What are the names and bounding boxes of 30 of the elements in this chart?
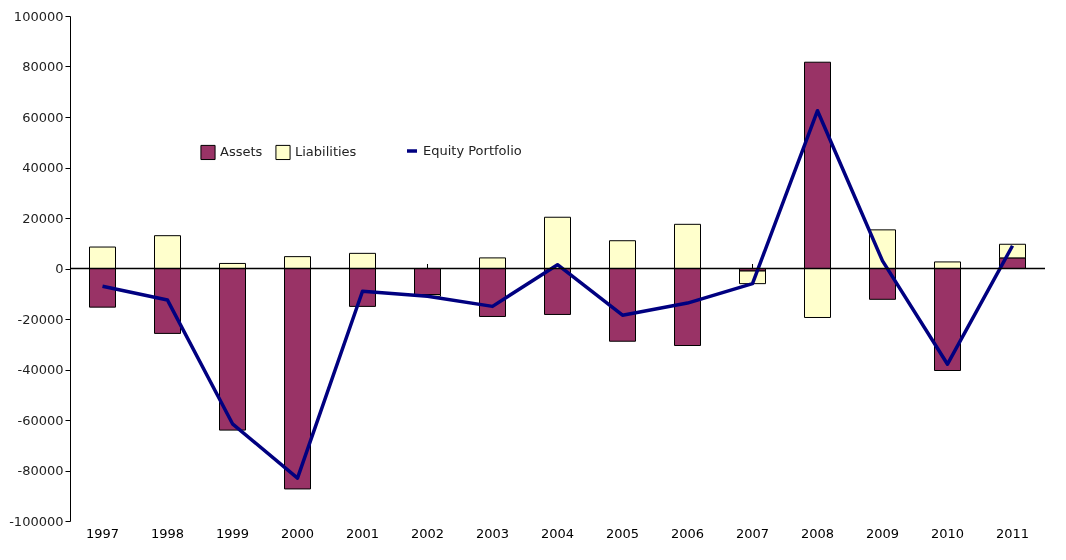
y-tick-label: -20000 [17,311,64,327]
y-tick-label: 100000 [13,8,64,24]
y-tick-label: 60000 [22,109,64,125]
legend-label: Assets [220,144,263,160]
x-tick-label: 2003 [475,525,510,541]
legend-label: Equity Portfolio [423,143,522,158]
y-tick-label: 20000 [22,210,64,226]
x-tick-label: 2001 [345,525,380,541]
y-tick-label: -80000 [17,463,64,478]
y-tick-label: 0 [55,261,64,276]
x-tick-label: 2000 [280,525,315,541]
y-tick-label: -40000 [17,362,64,377]
legend-label: Liabilities [295,144,357,160]
y-tick-label: 80000 [22,59,64,74]
y-tick-label: -100000 [9,513,64,529]
x-tick-label: 2002 [410,525,445,541]
line-series [100,108,1015,480]
y-tick-label: -60000 [17,412,64,428]
x-tick-label: 1997 [85,525,120,541]
x-tick-label: 2004 [540,525,575,541]
x-tick-label: 1999 [215,525,250,541]
y-tick-label: 40000 [22,160,64,175]
x-tick-label: 2005 [605,525,640,541]
x-tick-label: 2007 [735,525,770,541]
x-tick-label: 2010 [930,525,965,541]
x-tick-label: 2008 [800,525,835,541]
x-tick-label: 2009 [865,525,900,541]
x-tick-label: 2006 [670,525,705,541]
x-tick-label: 2011 [995,525,1030,541]
x-tick-label: 1998 [150,525,185,541]
